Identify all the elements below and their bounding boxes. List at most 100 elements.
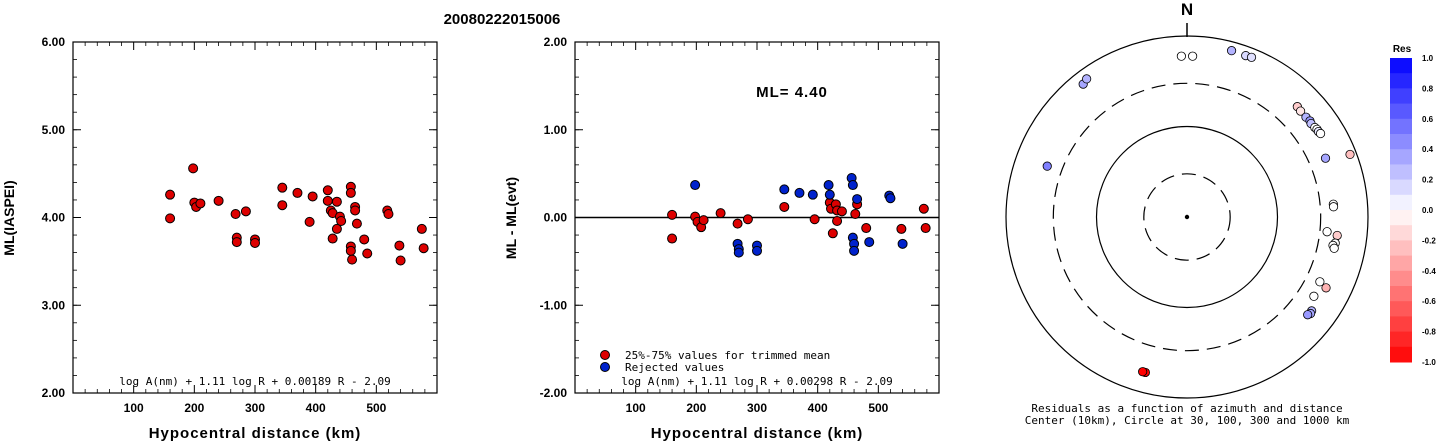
data-point (732, 218, 743, 229)
data-point (250, 237, 260, 248)
colorbar-tick-label: -1.0 (1422, 358, 1436, 367)
data-point (307, 191, 318, 202)
data-point (847, 180, 858, 191)
colorbar-swatch (1390, 88, 1412, 105)
data-point (794, 187, 805, 198)
colorbar-tick-label: 0.6 (1422, 115, 1434, 124)
data-point (322, 185, 333, 196)
data-point (347, 254, 358, 265)
ml-annotation: ML= 4.40 (756, 84, 828, 101)
data-point (742, 214, 753, 225)
colorbar-swatch (1390, 255, 1412, 272)
station-point (1345, 149, 1355, 160)
colorbar-swatch (1390, 210, 1412, 226)
data-point (918, 203, 929, 214)
data-point (331, 223, 342, 234)
data-point (752, 245, 762, 256)
colorbar-swatch (1390, 270, 1412, 287)
data-point (852, 194, 863, 205)
x-tick-label: 400 (808, 401, 828, 415)
colorbar-swatch (1390, 118, 1412, 135)
colorbar-swatch (1390, 346, 1412, 363)
station-point (1315, 128, 1326, 139)
data-point (418, 243, 429, 254)
data-point (331, 196, 342, 207)
x-tick-label: 500 (366, 401, 386, 415)
data-point (195, 198, 206, 209)
y-tick-label: 3.00 (42, 298, 66, 312)
colorbar-tick-label: 0.8 (1422, 84, 1434, 93)
station-point (1226, 46, 1237, 56)
figure-title: 20080222015006 (444, 11, 561, 28)
legend-label-trimmed: 25%-75% values for trimmed mean (625, 349, 830, 362)
dashed-distance-ring (1143, 173, 1231, 261)
station-point (1315, 277, 1325, 287)
colorbar-title: Res (1393, 44, 1412, 55)
data-point (351, 218, 362, 229)
data-point (230, 208, 241, 219)
station-point (1328, 202, 1339, 212)
distance-ring (1095, 125, 1279, 309)
station-point (1246, 52, 1257, 62)
colorbar-tick-label: 0.0 (1422, 206, 1434, 215)
x-axis-label: Hypocentral distance (km) (149, 425, 362, 441)
data-point (897, 238, 908, 249)
station-point (1332, 230, 1342, 241)
data-point (350, 205, 361, 216)
data-point (779, 184, 790, 195)
data-point (885, 193, 896, 204)
colorbar-swatch (1390, 164, 1412, 181)
data-point (165, 213, 176, 224)
data-point (292, 187, 303, 198)
data-point (188, 163, 199, 174)
data-point (213, 195, 224, 206)
data-point (850, 208, 861, 219)
colorbar-tick-label: -0.8 (1422, 328, 1436, 337)
data-point (779, 201, 790, 212)
colorbar-swatch (1390, 149, 1412, 165)
data-point (861, 223, 872, 234)
data-point (667, 233, 678, 244)
data-point (345, 187, 356, 198)
y-axis-label: ML - ML(evt) (503, 177, 519, 259)
data-point (327, 233, 338, 244)
colorbar-swatch (1390, 73, 1412, 89)
y-tick-label: 1.00 (544, 123, 568, 137)
station-point (1303, 310, 1313, 320)
data-point (165, 189, 176, 200)
data-point (698, 215, 709, 226)
formula-label: log A(nm) + 1.11 log R + 0.00189 R - 2.0… (119, 375, 391, 388)
colorbar-tick-label: -0.4 (1422, 267, 1436, 276)
colorbar-tick-label: -0.2 (1422, 236, 1436, 245)
data-point (336, 216, 347, 227)
data-point (383, 208, 394, 219)
data-point (240, 206, 251, 217)
station-point (1082, 74, 1092, 84)
colorbar-swatch (1390, 194, 1412, 211)
caption-line-1: Residuals as a function of azimuth and d… (1031, 402, 1342, 415)
data-point (322, 195, 333, 206)
y-tick-labels: 2.00 3.00 4.00 5.00 6.00 (42, 35, 66, 400)
colorbar-swatches (1390, 58, 1412, 363)
data-points (667, 173, 931, 258)
data-point (849, 245, 860, 256)
y-tick-label: 5.00 (42, 123, 66, 137)
data-point (690, 180, 701, 191)
station-point (1320, 153, 1331, 163)
colorbar-tick-label: -0.6 (1422, 297, 1436, 306)
tick-marks (73, 41, 437, 394)
colorbar-tick-label: 1.0 (1422, 54, 1434, 63)
data-point (832, 216, 843, 227)
colorbar-swatch (1390, 240, 1412, 257)
data-point (667, 209, 678, 220)
data-point (823, 180, 834, 191)
legend: 25%-75% values for trimmed mean Rejected… (600, 349, 830, 374)
data-point (920, 223, 931, 234)
magnitude-vs-distance-panel: 2.00 3.00 4.00 5.00 6.00 100 200 300 400 500 ML(… (1, 35, 438, 441)
y-tick-label: 0.00 (544, 211, 568, 225)
station-point (1188, 51, 1198, 61)
x-axis-label: Hypocentral distance (km) (651, 425, 864, 441)
colorbar-swatch (1390, 179, 1412, 196)
data-point (715, 208, 726, 219)
